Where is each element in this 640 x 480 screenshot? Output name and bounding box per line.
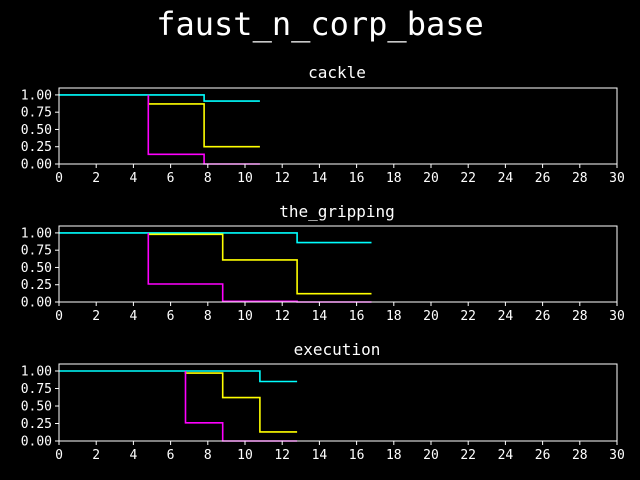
x-tick-label: 24 [498, 309, 514, 324]
x-tick-label: 22 [460, 448, 476, 463]
x-tick-label: 18 [386, 309, 402, 324]
y-tick-label: 1.00 [21, 88, 52, 103]
y-tick-label: 1.00 [21, 226, 52, 241]
x-tick-label: 4 [129, 309, 137, 324]
x-tick-label: 8 [204, 309, 212, 324]
x-tick-label: 16 [349, 309, 365, 324]
y-tick-label: 0.00 [21, 435, 52, 450]
y-tick-label: 0.00 [21, 158, 52, 173]
subplot-2: the_gripping 0 2 4 6 8 10 12 14 16 18 20 22 24 26 28 30… [21, 202, 625, 324]
x-tick-label: 0 [55, 448, 63, 463]
x-tick-label: 6 [167, 448, 175, 463]
x-tick-label: 26 [535, 448, 551, 463]
x-tick-label: 18 [386, 171, 402, 186]
x-tick-label: 4 [129, 171, 137, 186]
x-tick-label: 14 [312, 171, 328, 186]
x-tick-label: 2 [92, 448, 100, 463]
x-tick-label: 2 [92, 171, 100, 186]
y-tick-label: 0.75 [21, 106, 52, 121]
x-tick-label: 30 [609, 448, 625, 463]
x-tick-label: 26 [535, 171, 551, 186]
x-tick-label: 8 [204, 448, 212, 463]
x-tick-label: 0 [55, 309, 63, 324]
x-tick-label: 12 [274, 448, 290, 463]
x-tick-label: 16 [349, 448, 365, 463]
x-tick-label: 12 [274, 171, 290, 186]
x-tick-label: 6 [167, 309, 175, 324]
plot-area: 0 2 4 6 8 10 12 14 16 18 20 22 24 26 28 300.000.250.500… [21, 363, 625, 463]
figure-title: faust_n_corp_base [156, 5, 484, 43]
x-tick-label: 10 [237, 309, 253, 324]
x-tick-label: 12 [274, 309, 290, 324]
x-tick-label: 22 [460, 171, 476, 186]
axes-frame [58, 363, 618, 442]
x-tick-label: 28 [572, 171, 588, 186]
subplot-title: cackle [308, 63, 366, 82]
x-tick-label: 28 [572, 448, 588, 463]
subplot-title: the_gripping [279, 202, 395, 221]
y-tick-label: 0.50 [21, 123, 52, 138]
y-tick-label: 0.50 [21, 261, 52, 276]
series-line [147, 94, 260, 148]
x-tick-label: 26 [535, 309, 551, 324]
y-tick-label: 0.25 [21, 278, 52, 293]
y-tick-label: 1.00 [21, 365, 52, 380]
x-tick-label: 18 [386, 448, 402, 463]
x-tick-label: 20 [423, 171, 439, 186]
x-tick-label: 6 [167, 171, 175, 186]
x-tick-label: 14 [312, 448, 328, 463]
x-tick-label: 10 [237, 448, 253, 463]
y-tick-label: 0.75 [21, 382, 52, 397]
x-tick-label: 10 [237, 171, 253, 186]
subplot-3: execution 0 2 4 6 8 10 12 14 16 18 20 22 24 26 28 300.0… [21, 340, 625, 463]
axes-frame [58, 225, 618, 303]
x-tick-label: 24 [498, 448, 514, 463]
plot-area: 0 2 4 6 8 10 12 14 16 18 20 22 24 26 28 300.000.250.500… [21, 225, 625, 324]
series-line [59, 370, 298, 383]
plot-area: 0 2 4 6 8 10 12 14 16 18 20 22 24 26 28 300.000.250.500… [21, 87, 625, 186]
subplot-title: execution [294, 340, 381, 359]
series-line [59, 232, 372, 244]
x-tick-label: 20 [423, 309, 439, 324]
y-tick-label: 0.75 [21, 244, 52, 259]
axes-frame [58, 87, 618, 165]
x-tick-label: 4 [129, 448, 137, 463]
x-tick-label: 24 [498, 171, 514, 186]
x-tick-label: 0 [55, 171, 63, 186]
y-tick-label: 0.25 [21, 417, 52, 432]
x-tick-label: 8 [204, 171, 212, 186]
x-tick-label: 14 [312, 309, 328, 324]
y-tick-label: 0.00 [21, 296, 52, 311]
x-tick-label: 28 [572, 309, 588, 324]
x-tick-label: 20 [423, 448, 439, 463]
y-tick-label: 0.50 [21, 400, 52, 415]
subplot-1: cackle 0 2 4 6 8 10 12 14 16 18 20 22 24 26 28 300.000.… [21, 63, 625, 186]
series-line [59, 94, 260, 102]
x-tick-label: 30 [609, 309, 625, 324]
x-tick-label: 2 [92, 309, 100, 324]
x-tick-label: 16 [349, 171, 365, 186]
y-tick-label: 0.25 [21, 140, 52, 155]
x-tick-label: 30 [609, 171, 625, 186]
x-tick-label: 22 [460, 309, 476, 324]
